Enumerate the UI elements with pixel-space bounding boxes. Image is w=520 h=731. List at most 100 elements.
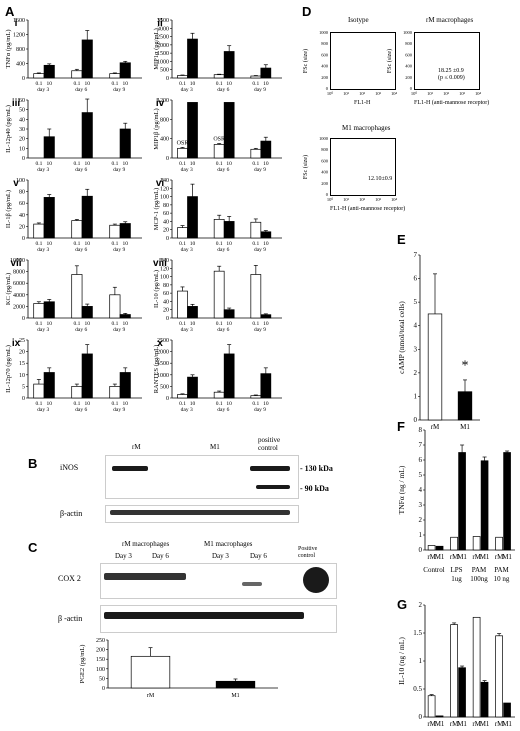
x-tick-label: M1: [435, 553, 445, 561]
x-group-label: day 3: [181, 167, 193, 173]
y-tick-label: 140: [160, 178, 169, 184]
flow-x-tick-label: 10³: [375, 91, 382, 96]
bar-annotation: *: [462, 359, 469, 374]
bar: [187, 306, 198, 319]
panel-letter-b: B: [28, 456, 38, 471]
y-axis-label: TNFα (ng / mL): [397, 465, 406, 514]
y-tick-label: 0: [22, 156, 25, 162]
x-tick-label: 10: [84, 401, 90, 407]
flow-x-tick-label: 10⁰: [411, 91, 418, 96]
y-tick-label: 250: [96, 638, 105, 644]
bar: [119, 314, 131, 319]
bar: [495, 635, 503, 718]
y-tick-label: 0: [166, 316, 169, 322]
x-tick-label: 10: [226, 401, 232, 407]
blot-b-90-band: [256, 485, 290, 489]
y-tick-label: 15: [19, 361, 25, 367]
y-tick-label: 100: [96, 667, 105, 673]
blot-c-header-m1: M1 macrophages: [204, 540, 253, 548]
y-tick-label: 20: [163, 228, 169, 234]
x-group-label: Control: [423, 566, 444, 574]
flow-plot-isotype: [330, 32, 396, 90]
y-tick-label: 4: [419, 486, 423, 494]
x-group-label: PAM: [472, 566, 487, 574]
x-tick-label: 10: [226, 161, 232, 167]
y-tick-label: 800: [16, 47, 25, 53]
x-tick-label: 10: [122, 321, 128, 327]
bar: [71, 274, 83, 319]
x-group-label: day 9: [254, 407, 266, 413]
blot-c-row-cox: COX 2: [58, 574, 81, 583]
x-tick-label: 10: [46, 161, 52, 167]
x-tick-label: 10: [190, 241, 196, 247]
x-tick-label: 10: [84, 241, 90, 247]
blot-c-cox-band: [104, 573, 186, 580]
x-group-label: day 9: [113, 87, 125, 93]
x-group-label: day 9: [113, 167, 125, 173]
flow-y-tick-label: 200: [321, 181, 329, 186]
blot-c-day: Day 3: [212, 552, 229, 560]
y-tick-label: 2000: [157, 43, 169, 49]
y-tick-label: 800: [160, 117, 169, 123]
flow-y-tick-label: 800: [405, 41, 413, 46]
panel-roman-label: v: [13, 178, 19, 189]
bar: [450, 624, 458, 718]
flow-y-tick-label: 0: [326, 192, 329, 197]
y-tick-label: 120: [160, 266, 169, 272]
blot-c-actin-band: [104, 612, 304, 619]
x-tick-label: 10: [46, 401, 52, 407]
bar: [223, 51, 235, 79]
blot-b-marker-130: - 130 kDa: [300, 464, 333, 473]
x-group-label: day 6: [217, 247, 229, 253]
y-tick-label: 3500: [157, 18, 169, 24]
panel-roman-label: vii: [10, 258, 21, 269]
x-group-label: day 9: [113, 327, 125, 333]
panel-roman-label: iv: [156, 98, 165, 109]
bar: [260, 231, 272, 239]
flow-x-tick-label: 10⁰: [327, 91, 334, 96]
bar: [223, 353, 235, 399]
x-tick-label: 0.1: [216, 321, 223, 327]
y-tick-label: 80: [163, 203, 169, 209]
y-tick-label: 6: [414, 275, 418, 283]
bar: [119, 223, 131, 239]
blot-b-inos-band: [112, 466, 148, 471]
y-tick-label: 200: [96, 648, 105, 654]
y-tick-label: 2500: [157, 338, 169, 344]
y-tick-label: 50: [19, 108, 25, 114]
x-tick-label: 0.1: [35, 241, 42, 247]
bar: [81, 112, 93, 159]
x-tick-label: 10: [122, 401, 128, 407]
blot-b-header-m1: M1: [210, 443, 220, 451]
y-tick-label: 3: [414, 345, 418, 353]
y-tick-label: 1200: [13, 33, 25, 39]
x-tick-label: 0.1: [216, 401, 223, 407]
bar: [260, 314, 272, 319]
flow-ylabel: FSc (size): [387, 48, 394, 74]
x-group-label: 10 ng: [494, 575, 510, 583]
y-axis-label: IL-12p40 (pg/mL): [5, 105, 12, 153]
y-tick-label: 60: [163, 211, 169, 217]
flow-x-tick-label: 10³: [459, 91, 466, 96]
panel-letter-g: G: [397, 597, 408, 612]
flow-x-tick-label: 10²: [359, 197, 366, 202]
y-tick-label: 150: [96, 657, 105, 663]
x-tick-label: M1: [480, 720, 490, 728]
bar: [215, 680, 256, 689]
y-tick-label: 40: [163, 219, 169, 225]
panel-roman-label: ix: [12, 338, 21, 349]
chart-a-vii: 0 2000 4000 6000 8000 10000 KC (pg/mL) vii 0.1 10…: [5, 258, 142, 333]
bar: [43, 372, 55, 399]
bar: [187, 38, 198, 79]
blot-b-header-rm: rM: [132, 443, 141, 451]
flow-annotation: 12.10±0.9: [368, 176, 393, 182]
y-tick-label: 30: [19, 127, 25, 133]
bar: [43, 197, 55, 239]
bar: [427, 695, 436, 718]
x-tick-label: 10: [190, 321, 196, 327]
bar: [260, 140, 272, 159]
